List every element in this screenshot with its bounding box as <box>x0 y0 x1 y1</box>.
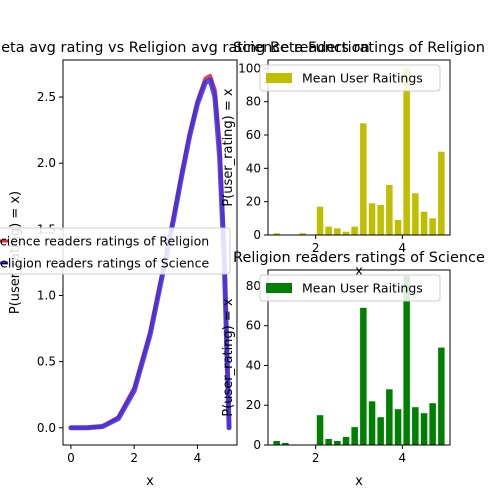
bar <box>316 206 324 235</box>
legend-entry: Mean User Raitings <box>302 281 423 296</box>
bar <box>273 441 280 445</box>
bar <box>394 220 402 235</box>
bar <box>351 226 358 235</box>
bar <box>377 417 384 445</box>
bar <box>282 443 289 445</box>
bar <box>386 185 393 235</box>
legend-box <box>259 274 441 302</box>
legend-box <box>259 64 441 92</box>
y-tick-label: 2.5 <box>37 90 56 104</box>
bar <box>334 441 341 445</box>
bar <box>403 276 410 445</box>
chart-title: Science readers ratings of Religion <box>233 40 485 56</box>
bar <box>394 409 402 445</box>
bar <box>299 233 306 235</box>
x-axis-label: x <box>355 474 363 489</box>
y-tick-label: 40 <box>246 161 261 175</box>
x-tick-label: 2 <box>130 451 138 465</box>
chart-title: Religion readers ratings of Science <box>233 250 485 266</box>
y-tick-label: 0.5 <box>37 355 56 369</box>
legend: Mean User Raitings <box>259 274 441 302</box>
legend-swatch <box>266 283 292 293</box>
y-tick-label: 60 <box>246 319 261 333</box>
bar <box>334 228 341 235</box>
legend-swatch <box>266 73 292 83</box>
y-axis-label: P(user_rating) = x <box>221 298 236 417</box>
axes-frame <box>267 59 451 236</box>
bar <box>386 389 393 445</box>
bar <box>403 68 410 235</box>
legend-entry: Science readers ratings of Religion <box>0 234 209 249</box>
y-tick-label: 80 <box>246 279 261 293</box>
y-tick-label: 0 <box>253 438 261 452</box>
y-tick-label: 1.0 <box>37 288 56 302</box>
bar <box>351 427 358 445</box>
bar <box>412 407 419 445</box>
bar <box>420 211 428 235</box>
x-tick-label: 2 <box>312 451 320 465</box>
bar <box>368 401 376 446</box>
legend-box <box>0 227 231 275</box>
chart-title: Science Beta avg rating vs Religion avg … <box>0 40 370 56</box>
x-axis-label: x <box>355 264 363 279</box>
bar <box>368 203 376 235</box>
x-tick-label: 4 <box>399 451 407 465</box>
y-tick-label: 0 <box>253 228 261 242</box>
y-tick-label: 40 <box>246 358 261 372</box>
legend: Science readers ratings of Religion Relig… <box>0 227 231 275</box>
bar <box>325 439 332 445</box>
x-tick-label: 0 <box>67 451 75 465</box>
x-tick-label: 4 <box>194 451 202 465</box>
bar <box>438 347 445 445</box>
y-tick-label: 2.0 <box>37 156 56 170</box>
legend: Mean User Raitings <box>259 64 441 92</box>
bar <box>316 415 324 445</box>
bar <box>438 151 445 235</box>
legend-entry: Mean User Raitings <box>302 71 423 86</box>
y-tick-label: 20 <box>246 398 261 412</box>
bar <box>342 231 350 235</box>
y-axis-label: P(user_rating) = x <box>221 88 236 207</box>
bar <box>325 226 332 235</box>
bar <box>342 437 350 445</box>
bar <box>273 233 280 235</box>
y-tick-label: 80 <box>246 95 261 109</box>
x-tick-label: 2 <box>312 241 320 255</box>
bar <box>429 218 436 235</box>
bar <box>360 307 367 445</box>
bar <box>429 403 436 445</box>
y-tick-label: 0.0 <box>37 421 56 435</box>
series-line-1 <box>68 77 232 431</box>
legend-entry: Religion readers ratings of Science <box>0 256 209 271</box>
bar <box>412 193 419 235</box>
y-tick-label: 20 <box>246 195 261 209</box>
bar <box>377 205 384 235</box>
y-tick-label: 100 <box>238 61 261 75</box>
axes-frame <box>267 269 451 446</box>
bar <box>360 123 367 235</box>
bar <box>420 413 428 445</box>
x-tick-label: 4 <box>399 241 407 255</box>
x-axis-label: x <box>146 474 154 489</box>
y-tick-label: 60 <box>246 128 261 142</box>
